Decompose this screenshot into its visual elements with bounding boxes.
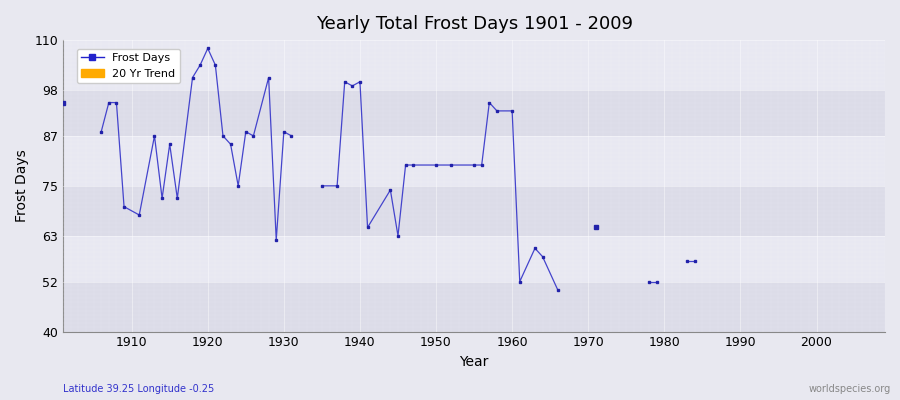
Bar (63, 282, 885, 332)
Bar (63, 186, 885, 236)
X-axis label: Year: Year (459, 355, 489, 369)
Bar (63, 90, 885, 136)
Text: worldspecies.org: worldspecies.org (809, 384, 891, 394)
Title: Yearly Total Frost Days 1901 - 2009: Yearly Total Frost Days 1901 - 2009 (316, 15, 633, 33)
Y-axis label: Frost Days: Frost Days (15, 150, 29, 222)
Bar (63, 136, 885, 186)
Text: Latitude 39.25 Longitude -0.25: Latitude 39.25 Longitude -0.25 (63, 384, 214, 394)
Legend: Frost Days, 20 Yr Trend: Frost Days, 20 Yr Trend (76, 48, 180, 83)
Bar (63, 236, 885, 282)
Bar (63, 40, 885, 90)
